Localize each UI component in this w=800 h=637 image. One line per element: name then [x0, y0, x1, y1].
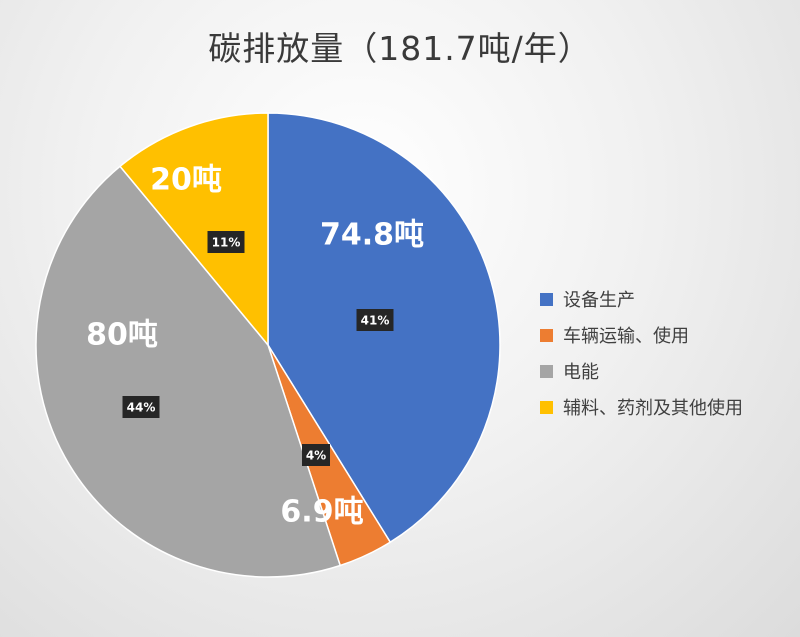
legend-item: 电能	[540, 353, 743, 389]
chart-title: 碳排放量（181.7吨/年）	[208, 29, 592, 68]
legend-swatch	[540, 364, 553, 378]
legend-label: 电能	[563, 362, 599, 383]
percent-label: 11%	[212, 236, 241, 250]
percent-label: 41%	[361, 314, 390, 328]
legend-item: 车辆运输、使用	[540, 317, 743, 353]
legend-item: 设备生产	[540, 281, 743, 317]
percent-label-box	[302, 444, 330, 466]
value-label: 74.8吨	[320, 218, 424, 253]
legend-swatch	[540, 328, 553, 342]
value-label: 80吨	[86, 318, 158, 353]
percent-label: 4%	[306, 449, 326, 463]
pie-slice	[118, 112, 269, 348]
value-label: 6.9吨	[280, 495, 363, 530]
percent-label: 44%	[127, 401, 156, 415]
percent-label-box	[356, 309, 394, 331]
pie-slice	[35, 165, 342, 578]
legend-swatch	[540, 292, 553, 306]
legend-label: 辅料、药剂及其他使用	[563, 398, 743, 419]
percent-label-box	[122, 396, 160, 418]
legend-label: 车辆运输、使用	[563, 326, 689, 347]
legend-item: 辅料、药剂及其他使用	[540, 389, 743, 425]
value-label: 20吨	[150, 163, 222, 198]
percent-label-box	[207, 231, 245, 253]
legend-label: 设备生产	[563, 290, 635, 311]
legend: 设备生产 车辆运输、使用 电能 辅料、药剂及其他使用	[540, 281, 743, 425]
legend-swatch	[540, 400, 553, 414]
